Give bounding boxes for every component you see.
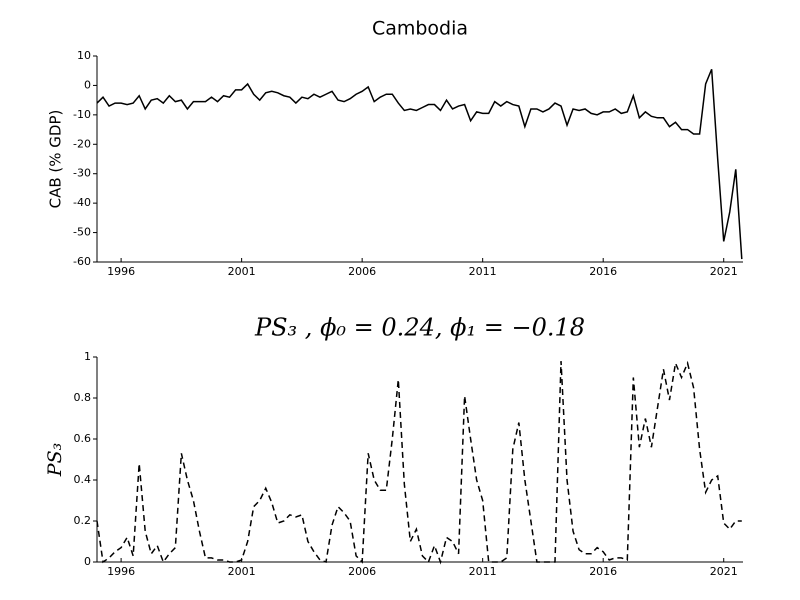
y-axis-label: CAB (% GDP) [47,110,65,209]
y-tick-label: 0 [84,555,91,568]
y-tick-label: 0.6 [74,432,92,445]
y-tick-label: 1 [84,350,91,363]
y-tick-label: 0.8 [74,391,92,404]
x-tick-label: 2006 [348,265,376,278]
chart-title: Cambodia [372,18,468,40]
y-tick-label: -20 [73,137,91,150]
y-tick-label: 0 [84,78,91,91]
y-tick-label: 0.2 [74,514,92,527]
x-tick-label: 1996 [107,265,135,278]
data-line [96,360,742,565]
x-tick-label: 2006 [348,565,376,578]
x-tick-label: 2011 [469,565,497,578]
x-tick-label: 2016 [589,265,617,278]
data-line [96,68,743,260]
x-tick-label: 2016 [589,565,617,578]
y-tick-label: -50 [73,226,91,239]
y-tick-label: 10 [77,49,91,62]
y-tick-label: -60 [73,255,91,268]
x-tick-label: 2021 [710,565,738,578]
x-tick-label: 2001 [228,265,256,278]
chart-title: PS₃ , ϕ₀ = 0.24, ϕ₁ = −0.18 [254,314,585,342]
x-tick-label: 1996 [107,565,135,578]
y-tick-label: -30 [73,167,91,180]
y-tick-label: 0.4 [74,473,92,486]
y-tick-label: -40 [73,196,91,209]
y-tick-label: -10 [73,108,91,121]
x-tick-label: 2001 [228,565,256,578]
x-tick-label: 2011 [469,265,497,278]
x-tick-label: 2021 [710,265,738,278]
y-axis-label: PS₃ [44,443,66,477]
